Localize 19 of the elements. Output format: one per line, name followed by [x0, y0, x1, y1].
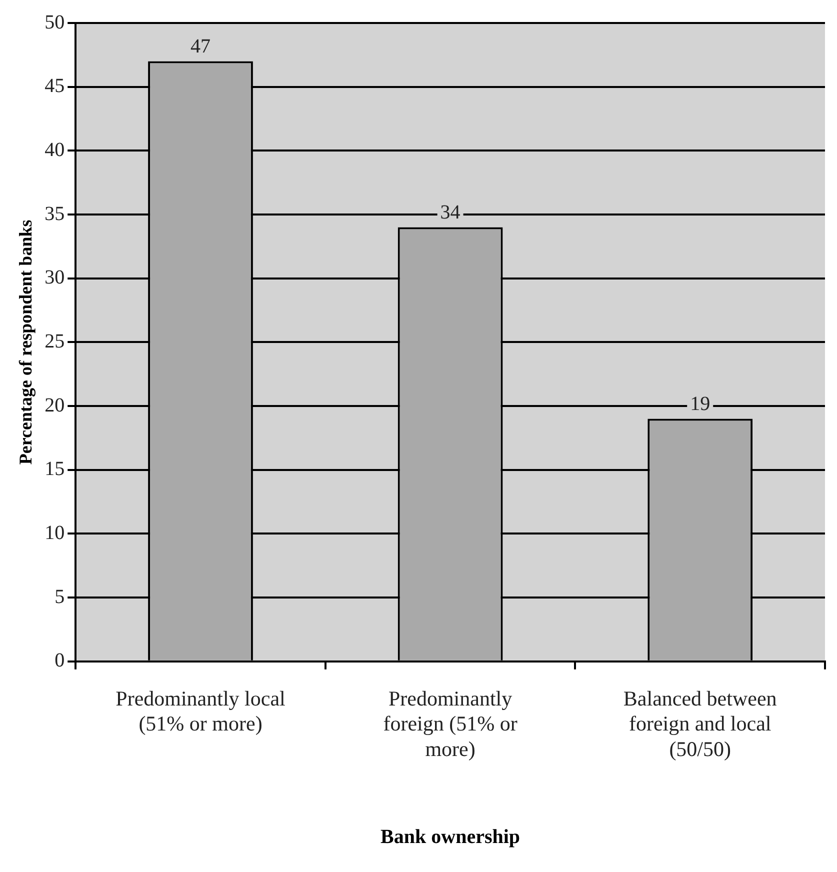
y-tick-label: 0 — [54, 650, 65, 672]
y-tick-label: 30 — [44, 266, 65, 289]
y-tick-label: 10 — [44, 522, 65, 544]
data-label: 34 — [440, 202, 460, 224]
y-tick-label: 5 — [54, 586, 65, 608]
y-tick-label: 20 — [44, 394, 65, 416]
y-tick-label: 15 — [44, 458, 65, 480]
x-tick-label: Balanced between foreign and local (50/50) — [623, 686, 778, 761]
x-tick-label: Predominantly foreign (51% or more) — [383, 686, 518, 761]
y-tick-label: 40 — [44, 138, 65, 161]
data-label: 47 — [190, 36, 210, 58]
y-axis-title: Percentage of respondent banks — [15, 220, 36, 465]
data-label: 19 — [690, 393, 710, 416]
x-tick-label: Predominantly local (51% or more) — [116, 686, 286, 736]
x-axis-title: Bank ownership — [380, 826, 520, 848]
y-tick-label: 50 — [44, 11, 65, 34]
y-tick-label: 25 — [44, 330, 65, 352]
y-tick-label: 35 — [44, 202, 65, 225]
y-tick-label: 45 — [44, 75, 65, 98]
